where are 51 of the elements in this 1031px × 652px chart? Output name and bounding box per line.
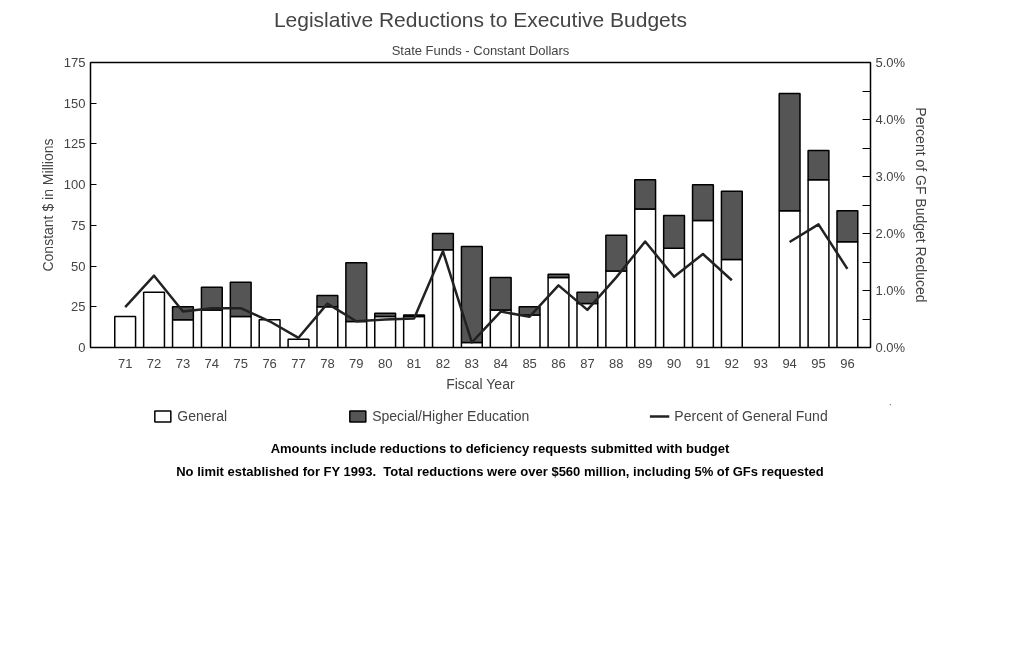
x-tick-label: 81 [406, 355, 422, 371]
text: Amounts include reductions to deficiency requests submitted with budget [270, 440, 730, 458]
x-tick-label: 87 [580, 355, 595, 371]
x-tick-label: 84 [493, 355, 508, 371]
x-tick-label: 75 [233, 355, 248, 371]
x-tick-label: 83 [464, 355, 480, 371]
x-tick-label: 92 [724, 355, 740, 371]
x-tick-label: 91 [695, 355, 711, 371]
x-tick-label: 90 [666, 355, 682, 371]
x-tick-label: 77 [291, 355, 306, 371]
x-tick-label: 88 [609, 355, 624, 371]
text: No limit established for FY 1993. Total reductions were over $560 million, including 5% of GFs requested [176, 462, 824, 481]
x-tick-label: 78 [320, 355, 335, 371]
x-tick-label: 86 [551, 355, 566, 371]
y-tick-label: 125 [63, 136, 86, 152]
y2-tick-label: 4.0% [875, 112, 906, 127]
y-tick-label: 150 [63, 95, 86, 111]
y-axis-title: Constant $ in Millions [39, 138, 56, 272]
x-tick-label: 93 [753, 355, 768, 371]
x-tick-label: 71 [117, 355, 133, 371]
y-tick-label: 25 [71, 299, 86, 315]
y-tick-label: 175 [63, 55, 86, 70]
y2-tick-label: 5.0% [875, 55, 906, 70]
y-tick-label: 75 [71, 217, 86, 233]
y2-tick-label: 3.0% [875, 169, 906, 184]
legend-label: Percent of General Fund [674, 408, 828, 424]
x-tick-label: 89 [637, 355, 653, 371]
legend-label: Special/Higher Education [372, 408, 530, 424]
x-tick-label: 96 [840, 355, 855, 371]
y-tick-label: 50 [71, 258, 86, 274]
x-tick-label: 79 [349, 355, 364, 371]
y2-tick-label: 2.0% [875, 226, 906, 241]
x-tick-label: 95 [811, 355, 826, 371]
y2-axis-title: Percent of GF Budget Reduced [913, 107, 930, 303]
y2-tick-label: 0.0% [875, 340, 906, 355]
chart-title: Legislative Reductions to Executive Budgets [273, 7, 688, 31]
legend-label: General [177, 408, 228, 424]
x-tick-label: 85 [522, 355, 537, 371]
y2-tick-label: 1.0% [875, 283, 906, 298]
x-tick-label: 80 [377, 355, 393, 371]
x-tick-label: 73 [175, 355, 191, 371]
x-tick-label: 94 [782, 355, 797, 371]
y-tick-label: 0 [78, 340, 86, 355]
chart-subtitle: State Funds - Constant Dollars [391, 42, 570, 58]
y-tick-label: 100 [63, 177, 86, 193]
x-tick-label: 74 [204, 355, 220, 371]
x-axis-title: Fiscal Year [446, 375, 515, 392]
x-tick-label: 82 [435, 355, 451, 371]
x-tick-label: 76 [262, 355, 277, 371]
bar [460, 245, 483, 344]
x-tick-label: 72 [146, 355, 162, 371]
